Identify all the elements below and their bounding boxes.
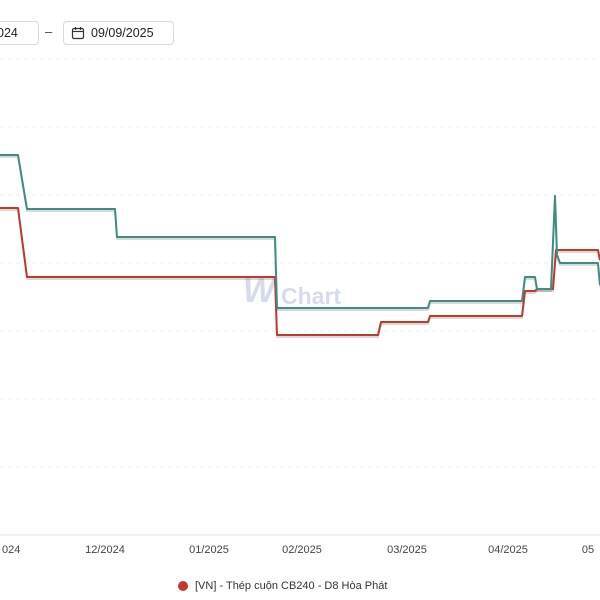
series-shadow-0 — [0, 209, 600, 338]
series-line-0[interactable] — [0, 207, 600, 336]
start-date-value: 024 — [0, 26, 18, 40]
chart-legend[interactable]: [VN] - Thép cuộn CB240 - D8 Hòa Phát — [178, 580, 387, 592]
start-date-input[interactable]: 024 — [0, 21, 39, 45]
x-tick-label: 01/2025 — [189, 544, 229, 556]
x-tick-label: 024 — [2, 544, 20, 556]
series-layer — [0, 154, 600, 338]
calendar-icon — [71, 27, 85, 40]
chart-watermark: W Chart — [243, 272, 341, 310]
date-range-separator: – — [45, 24, 53, 39]
watermark-text: Chart — [281, 283, 341, 309]
x-tick-label: 03/2025 — [387, 544, 427, 556]
end-date-value: 09/09/2025 — [91, 26, 154, 40]
x-tick-label: 05 — [582, 544, 594, 556]
x-axis: 024 12/2024 01/2025 02/2025 03/2025 04/2025 05 — [2, 544, 594, 556]
x-tick-label: 04/2025 — [488, 544, 528, 556]
series-line-1[interactable] — [0, 154, 600, 309]
chart-grid — [0, 58, 600, 536]
x-tick-label: 12/2024 — [85, 544, 125, 556]
end-date-input[interactable]: 09/09/2025 — [63, 21, 174, 45]
svg-text:W: W — [243, 272, 278, 310]
x-tick-label: 02/2025 — [282, 544, 322, 556]
legend-marker — [178, 581, 188, 591]
legend-entry: [VN] - Thép cuộn CB240 - D8 Hòa Phát — [195, 580, 388, 592]
